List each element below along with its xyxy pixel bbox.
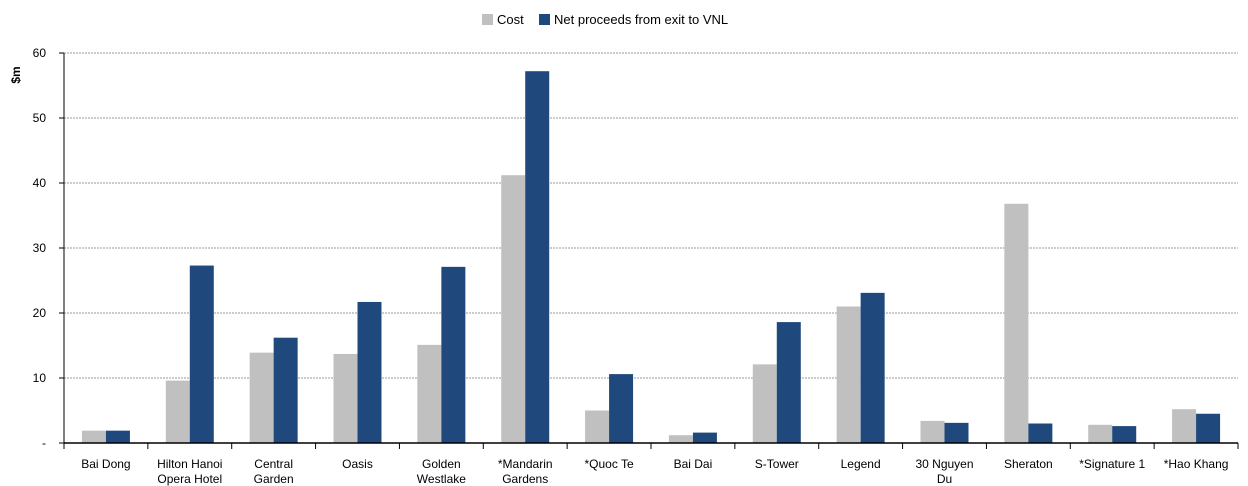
legend: Cost Net proceeds from exit to VNL (482, 12, 728, 27)
bar-net-proceeds (525, 71, 550, 443)
x-category-label: *Mandarin Gardens (498, 457, 553, 486)
bar-cost (81, 430, 106, 443)
bar-cost (333, 353, 358, 443)
y-tick-label: 60 (33, 46, 47, 60)
bar-net-proceeds (189, 265, 214, 443)
bar-net-proceeds (1028, 423, 1053, 443)
bar-cost (585, 410, 610, 443)
bar-net-proceeds (609, 374, 634, 443)
bar-cost (836, 306, 861, 443)
bar-cost (501, 175, 526, 443)
bar-net-proceeds (357, 301, 382, 443)
legend-label-cost: Cost (497, 12, 524, 27)
y-tick-label: 30 (33, 241, 47, 255)
x-category-label: 30 Nguyen Du (915, 457, 973, 486)
x-category-label: Legend (841, 457, 881, 471)
bar-cost (920, 420, 945, 443)
x-axis (59, 52, 1239, 449)
y-axis-ticks: - 10 20 30 40 50 60 (33, 46, 47, 450)
x-category-label: S-Tower (755, 457, 799, 471)
bar-net-proceeds (105, 430, 130, 443)
gridlines (64, 52, 1238, 379)
bar-cost (249, 352, 274, 443)
x-category-label: Sheraton (1004, 457, 1053, 471)
y-axis-label: $m (9, 66, 23, 83)
bar-net-proceeds (1112, 426, 1137, 443)
y-tick-label: 20 (33, 306, 47, 320)
bar-net-proceeds (692, 432, 717, 443)
x-category-label: *Hao Khang (1164, 457, 1229, 471)
x-category-label: Central Garden (254, 457, 294, 486)
x-category-label: Bai Dai (674, 457, 713, 471)
y-tick-label: 50 (33, 111, 47, 125)
bar-net-proceeds (860, 292, 885, 443)
legend-swatch-net-proceeds (539, 14, 550, 25)
bar-cost (1088, 424, 1113, 443)
x-category-label: *Quoc Te (584, 457, 633, 471)
x-category-label: Bai Dong (81, 457, 130, 471)
bar-cost (165, 380, 190, 443)
x-category-label: Oasis (342, 457, 373, 471)
legend-swatch-cost (482, 14, 493, 25)
bar-net-proceeds (441, 266, 466, 443)
bar-cost (1004, 203, 1029, 443)
bar-net-proceeds (776, 322, 801, 443)
x-category-label: Golden Westlake (417, 457, 466, 486)
bar-net-proceeds (944, 422, 969, 443)
x-axis-categories: Bai Dong Hilton Hanoi Opera Hotel Central Ga… (81, 457, 1228, 486)
bar-cost (1172, 409, 1197, 443)
bar-net-proceeds (1196, 413, 1221, 443)
y-tick-label: 40 (33, 176, 47, 190)
bar-net-proceeds (273, 337, 298, 443)
bar-cost (752, 364, 777, 443)
bar-cost (668, 435, 693, 443)
y-tick-label: 10 (33, 371, 47, 385)
y-tick-label: - (42, 436, 46, 450)
bar-cost (417, 344, 442, 443)
legend-label-net-proceeds: Net proceeds from exit to VNL (554, 12, 728, 27)
x-category-label: *Signature 1 (1079, 457, 1145, 471)
x-category-label: Hilton Hanoi Opera Hotel (157, 457, 222, 486)
bars (81, 71, 1221, 443)
